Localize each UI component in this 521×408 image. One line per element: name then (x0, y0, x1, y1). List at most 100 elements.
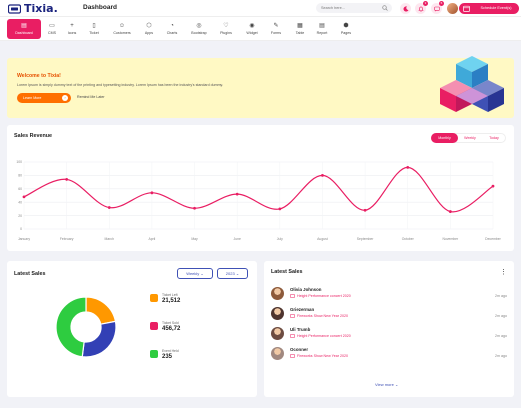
nav-item-ticket[interactable]: ▯ Ticket (83, 19, 105, 39)
data-point[interactable] (235, 192, 239, 196)
x-tick-label: July (277, 237, 283, 241)
tab-weekly[interactable]: Weekly (464, 136, 476, 140)
chevron-down-icon: ⌄ (235, 271, 240, 276)
nav-item-bootstrap[interactable]: ◎ Bootstrap (186, 19, 212, 39)
data-point[interactable] (193, 206, 196, 210)
nav-item-pages[interactable]: ⬢ Pages (335, 19, 357, 39)
ticket-icon (290, 334, 295, 338)
schedule-event-button[interactable]: Schedule Event(s) (459, 3, 519, 14)
more-options-icon[interactable]: ⋮ (500, 269, 507, 276)
period-dropdown[interactable]: Weekly ⌄ (177, 268, 213, 279)
learn-more-button[interactable]: Learn More › (17, 93, 71, 103)
legend-swatch (150, 350, 158, 358)
sale-time: 2m ago (495, 354, 507, 358)
welcome-description: Lorem Ipsum is simply dummy text of the … (17, 83, 224, 87)
sale-event: Fireworks Show New Year 2020 (290, 314, 348, 318)
calendar-icon (463, 5, 470, 12)
report-icon: ▤ (319, 23, 325, 29)
nav-item-charts[interactable]: ◔ Charts (161, 19, 183, 39)
data-point[interactable] (150, 191, 154, 195)
legend-label: Event Held (162, 349, 179, 353)
avatar (271, 287, 284, 300)
nav-item-label: Dashboard (15, 31, 33, 35)
sale-customer-name: Griezerman (290, 307, 315, 312)
search-icon[interactable] (382, 5, 388, 11)
tab-today[interactable]: Today (489, 136, 499, 140)
data-point[interactable] (448, 210, 452, 213)
nav-item-label: Customers (113, 31, 131, 35)
legend-event-held: Event Held 235 (150, 349, 179, 360)
sale-event-name: Height Performance concert 2020 (297, 294, 351, 298)
welcome-title: Welcome to Tixia! (17, 73, 61, 79)
x-tick-label: March (105, 237, 115, 241)
sale-time: 2m ago (495, 294, 507, 298)
nav-item-label: Ticket (89, 31, 99, 35)
message-button[interactable]: 5 (431, 1, 444, 14)
latest-sales-list-title: Latest Sales (271, 269, 303, 275)
donut-slice[interactable] (81, 320, 117, 358)
notification-button[interactable]: 3 (415, 1, 428, 14)
search-input[interactable] (316, 3, 392, 13)
nav-item-label: Widget (246, 31, 258, 35)
nav-item-label: Icons (67, 31, 77, 35)
data-point[interactable] (107, 206, 111, 209)
x-tick-label: January (18, 237, 30, 241)
dark-mode-toggle[interactable] (400, 3, 411, 14)
data-point[interactable] (406, 165, 410, 169)
nav-item-customers[interactable]: ☺ Customers (108, 19, 136, 39)
customers-icon: ☺ (118, 23, 126, 29)
revenue-period-tabs: Monthly Weekly Today (431, 133, 506, 143)
user-avatar[interactable] (447, 3, 458, 14)
legend-swatch (150, 294, 158, 302)
x-tick-label: June (234, 237, 241, 241)
year-dropdown-value: 2023 (225, 271, 235, 276)
cubes-illustration (440, 56, 504, 112)
nav-item-dashboard[interactable]: ▤ Dashboard (7, 19, 41, 39)
sale-event-name: Height Performance concert 2020 (297, 334, 351, 338)
list-item[interactable]: Uli Trumb Height Performance concert 202… (271, 325, 507, 343)
x-tick-label: October (402, 237, 415, 241)
nav-item-label: Apps (144, 31, 154, 35)
nav-item-label: Table (295, 31, 305, 35)
view-more-link[interactable]: View more ⌄ (375, 382, 398, 387)
list-item[interactable]: Oconner Fireworks Show New Year 2020 2m … (271, 345, 507, 363)
nav-item-cms[interactable]: ▭ CMS (43, 19, 61, 39)
data-point[interactable] (278, 207, 282, 211)
nav-item-forms[interactable]: ✎ Forms (265, 19, 287, 39)
nav-item-label: Report (316, 31, 328, 35)
data-point[interactable] (363, 208, 367, 212)
data-point[interactable] (491, 184, 495, 188)
charts-icon: ◔ (170, 23, 174, 29)
nav-item-apps[interactable]: ⬡ Apps (139, 19, 159, 39)
sales-donut-chart (55, 296, 117, 358)
nav-item-table[interactable]: ▦ Table (290, 19, 310, 39)
chevron-down-icon: ⌄ (394, 382, 399, 387)
nav-item-plugins[interactable]: ♡ Plugins (215, 19, 237, 39)
year-dropdown[interactable]: 2023 ⌄ (217, 268, 248, 279)
brand-name: Tixia. (24, 2, 58, 15)
nav-item-icons[interactable]: + Icons (63, 19, 81, 39)
nav-item-report[interactable]: ▤ Report (312, 19, 332, 39)
nav-item-widget[interactable]: ◉ Widget (241, 19, 263, 39)
x-tick-label: May (191, 237, 198, 241)
latest-sales-donut-title: Latest Sales (14, 271, 46, 277)
y-tick-label: 0 (20, 227, 22, 231)
list-item[interactable]: Griezerman Fireworks Show New Year 2020 … (271, 305, 507, 323)
learn-more-label: Learn More (23, 96, 42, 100)
donut-slice[interactable] (85, 296, 117, 325)
remind-later-link[interactable]: Remind Me Later (77, 95, 105, 99)
data-point[interactable] (321, 174, 324, 177)
tab-monthly[interactable]: Monthly (431, 133, 458, 143)
list-item[interactable]: Olivia Johnson Height Performance concer… (271, 285, 507, 303)
data-point[interactable] (22, 195, 26, 199)
widget-icon: ◉ (249, 23, 255, 29)
brand-logo[interactable]: Tixia. (8, 2, 58, 15)
chevron-down-icon: ⌄ (200, 271, 204, 276)
data-point[interactable] (65, 178, 69, 181)
legend-label: Ticket Sold (162, 321, 179, 325)
donut-slice[interactable] (55, 296, 87, 358)
nav-item-label: CMS (48, 31, 56, 35)
x-tick-label: November (443, 237, 460, 241)
period-dropdown-value: Weekly (186, 271, 200, 276)
message-icon (433, 6, 440, 12)
